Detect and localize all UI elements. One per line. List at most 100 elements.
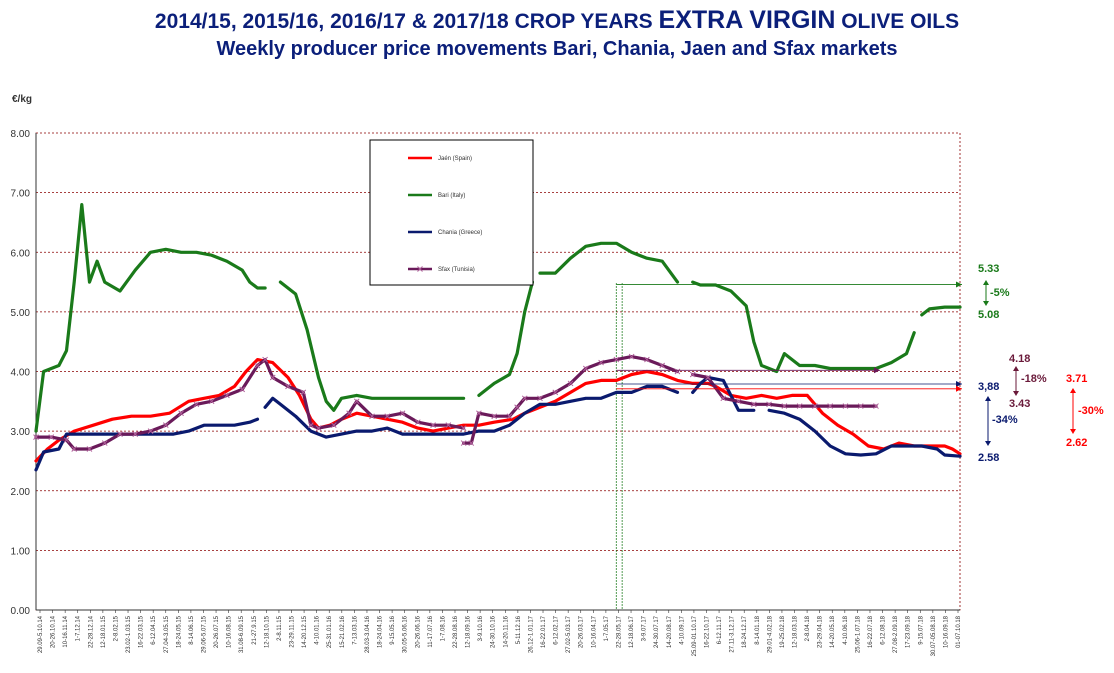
series-marker [300, 389, 307, 396]
series-marker [613, 356, 620, 363]
x-tick-label: 25.06-1.07.18 [855, 615, 861, 653]
x-tick-label: 12-18.03.18 [793, 615, 799, 648]
series-marker [781, 403, 788, 409]
x-tick-label: 15-21.02.16 [340, 615, 346, 648]
x-tick-label: 29.06-5.07.15 [201, 615, 207, 653]
x-tick-label: 20-26.03.17 [579, 615, 585, 648]
series-marker [445, 422, 452, 429]
series-marker [63, 437, 70, 443]
series-marker [346, 410, 352, 417]
series-marker [308, 422, 314, 429]
series-marker [193, 401, 200, 408]
x-tick-label: 18-24.12.17 [742, 615, 748, 648]
x-tick-label: 17-23.09.18 [906, 615, 912, 648]
x-tick-label: 14-20.11.16 [503, 615, 509, 647]
series-marker [269, 374, 276, 381]
change-annotation: 3.71 [1066, 373, 1087, 385]
legend-label: Sfax (Tunisia) [438, 267, 475, 273]
series-marker [750, 401, 757, 408]
x-tick-label: 3-9.10.16 [478, 615, 484, 641]
series-marker [514, 404, 520, 411]
x-tick-label: 21-27.9.15 [252, 615, 258, 644]
y-tick-label: 8.00 [11, 129, 31, 140]
x-tick-label: 22-28.05.17 [616, 615, 622, 648]
series-marker [147, 428, 154, 434]
series-marker [491, 413, 498, 420]
x-tick-label: 29.09-5.10.14 [38, 615, 44, 653]
series-marker [644, 356, 650, 363]
y-tick-label: 1.00 [11, 546, 31, 557]
title-suffix: OLIVE OILS [835, 10, 960, 33]
x-tick-label: 19-25.02.18 [780, 615, 786, 648]
x-tick-label: 1-7.08.16 [440, 615, 446, 641]
x-tick-label: 6-12.04.15 [151, 615, 157, 644]
x-tick-label: 16-22.10.17 [704, 615, 710, 648]
legend-label: Bari (Italy) [438, 193, 465, 199]
change-arrow-head [983, 280, 989, 285]
x-tick-label: 4-10.09.17 [679, 615, 685, 644]
x-tick-label: 7-13.03.16 [352, 615, 358, 644]
x-tick-label: 20-26.07.15 [214, 615, 220, 648]
series-line [538, 241, 680, 284]
reference-arrow [874, 367, 880, 374]
x-tick-label: 26.12-1.01.17 [528, 615, 534, 653]
change-arrow-head [1070, 388, 1076, 393]
change-annotation: 2.62 [1066, 437, 1087, 449]
change-annotation: 2.58 [978, 452, 999, 464]
x-tick-label: 12-18.09.16 [466, 615, 472, 648]
x-tick-label: 27.08-2.09.18 [893, 615, 899, 653]
change-annotation: -34% [992, 414, 1018, 426]
series-marker [521, 395, 528, 402]
x-tick-label: 01-07.10.18 [956, 615, 962, 648]
change-arrow-head [985, 441, 991, 446]
y-tick-label: 7.00 [11, 189, 31, 200]
x-tick-label: 9-15.05.16 [390, 615, 396, 644]
x-tick-label: 5-11.12.16 [516, 615, 522, 644]
y-tick-label: 4.00 [11, 368, 31, 379]
series-marker [766, 401, 772, 408]
series-marker [132, 431, 139, 437]
series-marker [873, 403, 879, 409]
x-tick-label: 10-16.08.15 [227, 615, 233, 648]
change-arrow-head [1013, 391, 1019, 396]
x-tick-label: 2-8.02.15 [113, 615, 119, 641]
series-marker [659, 362, 666, 369]
series-marker [208, 398, 215, 405]
x-tick-label: 14-20.08.17 [667, 615, 673, 648]
series-line [34, 203, 267, 433]
series-marker [705, 374, 711, 381]
x-tick-label: 18-24.04.16 [378, 615, 384, 648]
chart-title-line2: Weekly producer price movements Bari, Ch… [216, 38, 898, 60]
axis-layer: 0.00 1.00 2.00 3.00 4.00 5.00 6.00 7.00 8.00 €/kg… [11, 94, 962, 656]
series-marker [71, 446, 78, 452]
series-marker [369, 413, 375, 420]
series-marker [33, 434, 39, 440]
x-tick-label: 2-8.04.18 [805, 615, 811, 641]
series-marker [582, 365, 589, 372]
y-tick-label: 3.00 [11, 427, 31, 438]
x-tick-label: 30.05-5.06.16 [403, 615, 409, 653]
x-tick-label: 14-20.05.18 [830, 615, 836, 648]
x-tick-label: 28.03-3.04.16 [365, 615, 371, 653]
series-marker [101, 440, 108, 446]
series-marker [812, 403, 818, 409]
x-tick-label: 14-20.12.15 [302, 615, 308, 648]
series-marker [552, 389, 559, 396]
x-tick-label: 10-16.04.17 [591, 615, 597, 648]
series-marker [796, 403, 803, 409]
x-tick-label: 2-8.11.15 [277, 615, 283, 641]
change-arrow-head [985, 396, 991, 401]
series-line [691, 375, 756, 412]
series-marker [460, 425, 467, 431]
series-marker [689, 371, 696, 378]
x-tick-label: 24-30.07.17 [654, 615, 660, 648]
x-tick-label: 25-31.01.16 [327, 615, 333, 648]
title-prefix: 2014/15, 2015/16, 2016/17 & 2017/18 CROP… [154, 10, 659, 33]
x-tick-label: 30.07-05.08.18 [931, 615, 937, 656]
change-arrow-head [1070, 429, 1076, 434]
x-tick-label: 22-28.08.16 [453, 615, 459, 648]
x-tick-label: 20-26.10.14 [51, 615, 57, 648]
x-tick-label: 27.04-3.05.15 [164, 615, 170, 653]
x-tick-label: 12-18.06.17 [629, 615, 635, 648]
reference-arrow [956, 281, 962, 288]
